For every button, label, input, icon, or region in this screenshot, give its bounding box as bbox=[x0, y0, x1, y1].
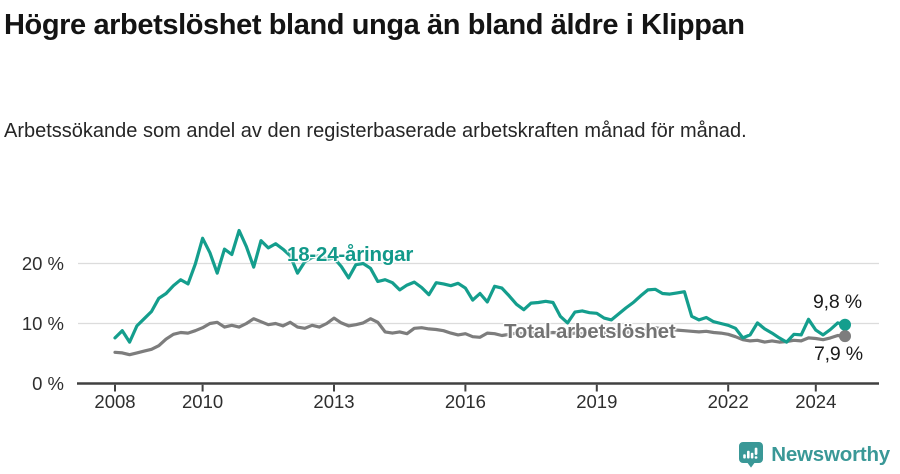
series-end-dot-young bbox=[839, 318, 852, 331]
series-line-young bbox=[113, 228, 847, 344]
chart-subtitle: Arbetssökande som andel av den registerb… bbox=[4, 120, 747, 142]
series-line-total bbox=[113, 316, 847, 357]
newsworthy-brand-link[interactable]: Newsworthy bbox=[738, 441, 890, 469]
newsworthy-bubble-chart-icon bbox=[739, 442, 764, 468]
page-title: Högre arbetslöshet bland unga än bland ä… bbox=[4, 9, 745, 41]
series-end-dot-total bbox=[839, 330, 852, 343]
brand-text: Newsworthy bbox=[771, 443, 890, 466]
